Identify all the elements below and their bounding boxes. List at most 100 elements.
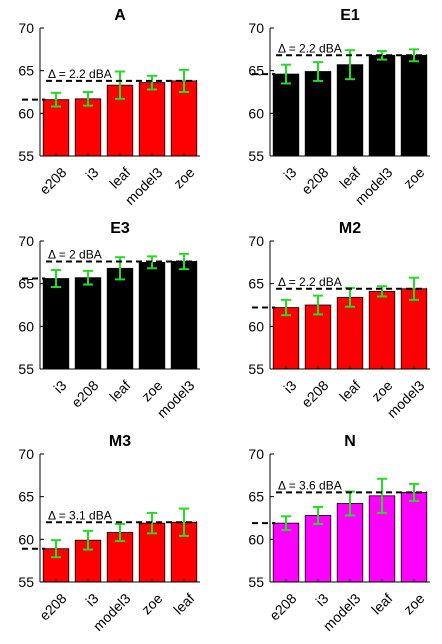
y-tick-label: 55: [18, 361, 34, 377]
y-tick-label: 55: [248, 361, 264, 377]
error-bar: [409, 48, 419, 63]
x-tick-label: leaf: [106, 377, 133, 404]
bar: [368, 54, 396, 157]
error-bar: [179, 507, 189, 537]
x-tick-label: e208: [298, 377, 331, 410]
delta-annotation: Δ = 2.2 dBA: [278, 275, 342, 289]
error-bar: [377, 477, 387, 514]
x-tick-label: zoe: [400, 164, 427, 191]
delta-annotation: Δ = 2.2 dBA: [48, 67, 112, 81]
panel-title: N: [344, 433, 356, 450]
error-bar: [115, 70, 125, 100]
error-bar: [281, 298, 291, 317]
y-tick-label: 60: [18, 318, 34, 334]
y-tick-label: 65: [248, 276, 264, 292]
error-bar: [51, 91, 61, 108]
x-tick-label: e208: [266, 590, 299, 623]
x-tick-label: leaf: [170, 590, 197, 617]
y-tick-label: 55: [18, 148, 34, 164]
bar: [272, 522, 300, 583]
bar: [272, 73, 300, 157]
bar: [272, 307, 300, 370]
y-tick-label: 55: [248, 148, 264, 164]
y-tick-label: 70: [248, 20, 264, 36]
x-tick-label: zoe: [400, 590, 427, 617]
y-tick-label: 65: [248, 489, 264, 505]
bar: [304, 515, 332, 583]
y-tick-label: 60: [248, 531, 264, 547]
y-tick-label: 70: [248, 233, 264, 249]
x-tick-label: i3: [280, 164, 299, 183]
y-tick-label: 60: [18, 105, 34, 121]
x-tick-label: i3: [50, 377, 69, 396]
bar: [368, 290, 396, 370]
bar: [304, 71, 332, 157]
error-bar: [313, 61, 323, 82]
panel-title: E1: [340, 7, 360, 24]
bar: [42, 278, 70, 370]
y-tick-label: 70: [248, 446, 264, 462]
bar: [138, 261, 166, 370]
y-tick-label: 70: [18, 446, 34, 462]
panel-title: A: [114, 7, 126, 24]
error-bar: [179, 68, 189, 93]
error-bar: [409, 276, 419, 301]
x-tick-label: i3: [82, 164, 101, 183]
delta-annotation: Δ = 3.6 dBA: [278, 478, 342, 492]
x-tick-label: leaf: [368, 590, 395, 617]
bar: [336, 503, 364, 583]
bar: [170, 261, 198, 370]
y-tick-label: 55: [18, 574, 34, 590]
delta-annotation: Δ = 2.2 dBA: [278, 41, 342, 55]
error-bar: [409, 482, 419, 502]
bar: [42, 99, 70, 157]
delta-annotation: Δ = 3.1 dBA: [48, 508, 112, 522]
y-tick-label: 65: [18, 489, 34, 505]
error-bar: [51, 539, 61, 559]
y-tick-label: 65: [18, 276, 34, 292]
x-tick-label: leaf: [336, 377, 363, 404]
x-tick-label: i3: [82, 590, 101, 609]
bar: [336, 296, 364, 370]
error-bar: [179, 252, 189, 271]
error-bar: [83, 529, 93, 551]
error-bar: [313, 505, 323, 525]
x-tick-label: i3: [280, 377, 299, 396]
x-tick-label: leaf: [336, 164, 363, 191]
x-tick-label: zoe: [138, 377, 165, 404]
error-bar: [51, 269, 61, 289]
error-bar: [281, 63, 291, 85]
x-tick-label: e208: [68, 377, 101, 410]
y-tick-label: 65: [248, 63, 264, 79]
x-tick-label: e208: [36, 590, 69, 623]
bar: [138, 82, 166, 157]
error-bar: [83, 91, 93, 107]
error-bar: [115, 522, 125, 543]
panel-title: M3: [109, 433, 131, 450]
x-tick-label: zoe: [170, 164, 197, 191]
x-tick-label: zoe: [138, 590, 165, 617]
x-tick-label: leaf: [106, 164, 133, 191]
bar: [74, 277, 102, 370]
error-bar: [313, 294, 323, 316]
y-tick-label: 70: [18, 20, 34, 36]
y-tick-label: 60: [248, 105, 264, 121]
y-tick-label: 65: [18, 63, 34, 79]
bar: [170, 80, 198, 157]
panel-title: M2: [339, 220, 361, 237]
bar: [400, 54, 428, 157]
error-bar: [147, 74, 157, 91]
y-tick-label: 60: [18, 531, 34, 547]
bar: [74, 98, 102, 157]
x-tick-label: e208: [36, 164, 69, 197]
error-bar: [83, 269, 93, 286]
error-bar: [281, 515, 291, 531]
